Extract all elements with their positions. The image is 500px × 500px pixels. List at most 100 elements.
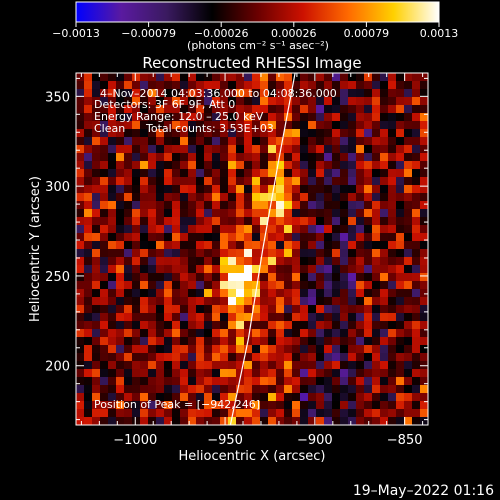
heatmap-cell: [108, 193, 117, 202]
heatmap-cell: [148, 337, 157, 346]
heatmap-cell: [132, 361, 141, 370]
heatmap-cell: [172, 105, 181, 114]
heatmap-cell: [148, 409, 157, 418]
heatmap-cell: [372, 393, 381, 402]
heatmap-cell: [196, 89, 205, 98]
heatmap-cell: [388, 81, 397, 90]
heatmap-cell: [164, 97, 173, 106]
heatmap-cell: [324, 105, 333, 114]
heatmap-cell: [420, 161, 428, 170]
heatmap-cell: [420, 129, 428, 138]
heatmap-cell: [148, 321, 157, 330]
heatmap-cell: [124, 377, 133, 386]
heatmap-cell: [324, 265, 333, 274]
heatmap-cell: [332, 329, 341, 338]
heatmap-cell: [332, 81, 341, 90]
heatmap-cell: [308, 121, 317, 130]
heatmap-cell: [332, 169, 341, 178]
heatmap-cell: [292, 409, 301, 418]
heatmap-cell: [132, 313, 141, 322]
heatmap-cell: [300, 369, 309, 378]
heatmap-cell: [340, 225, 349, 234]
heatmap-cell: [148, 137, 157, 146]
heatmap-cell: [76, 113, 85, 122]
heatmap-cell: [388, 401, 397, 410]
heatmap-cell: [404, 417, 413, 425]
heatmap-cell: [364, 297, 373, 306]
heatmap-cell: [340, 393, 349, 402]
heatmap-cell: [148, 81, 157, 90]
heatmap-cell: [252, 233, 261, 242]
heatmap-cell: [292, 177, 301, 186]
heatmap-cell: [340, 281, 349, 290]
heatmap-cell: [276, 337, 285, 346]
heatmap-cell: [228, 337, 237, 346]
heatmap-cell: [124, 265, 133, 274]
heatmap-cell: [292, 257, 301, 266]
heatmap-cell: [196, 161, 205, 170]
heatmap-cell: [412, 305, 421, 314]
heatmap-cell: [396, 265, 405, 274]
heatmap-cell: [172, 233, 181, 242]
heatmap-cell: [300, 393, 309, 402]
heatmap-cell: [260, 417, 269, 425]
heatmap-cell: [268, 329, 277, 338]
heatmap-cell: [340, 201, 349, 210]
heatmap-cell: [412, 337, 421, 346]
heatmap-cell: [164, 281, 173, 290]
heatmap-cell: [340, 361, 349, 370]
heatmap-cell: [84, 257, 93, 266]
heatmap-cell: [308, 345, 317, 354]
heatmap-cell: [220, 289, 229, 298]
heatmap-cell: [100, 249, 109, 258]
heatmap-cell: [156, 273, 165, 282]
heatmap-cell: [124, 361, 133, 370]
heatmap-cell: [308, 377, 317, 386]
heatmap-cell: [276, 305, 285, 314]
heatmap-cell: [340, 417, 349, 425]
heatmap-cell: [180, 401, 189, 410]
heatmap-cell: [164, 385, 173, 394]
heatmap-cell: [284, 225, 293, 234]
heatmap-cell: [140, 409, 149, 418]
heatmap-cell: [356, 145, 365, 154]
heatmap-cell: [132, 97, 141, 106]
heatmap-cell: [276, 393, 285, 402]
heatmap-cell: [220, 241, 229, 250]
heatmap-cell: [388, 121, 397, 130]
heatmap-cell: [140, 273, 149, 282]
heatmap-cell: [300, 81, 309, 90]
heatmap-cell: [84, 193, 93, 202]
heatmap-cell: [92, 137, 101, 146]
heatmap-cell: [348, 89, 357, 98]
heatmap-cell: [340, 105, 349, 114]
heatmap-cell: [300, 153, 309, 162]
heatmap-cell: [180, 201, 189, 210]
heatmap-cell: [244, 225, 253, 234]
heatmap-cell: [196, 313, 205, 322]
plot-frame: [75, 72, 429, 426]
heatmap-cell: [316, 265, 325, 274]
heatmap-cell: [404, 393, 413, 402]
heatmap-cell: [372, 249, 381, 258]
heatmap-cell: [420, 249, 428, 258]
heatmap-cell: [108, 137, 117, 146]
heatmap-cell: [252, 281, 261, 290]
heatmap-cell: [332, 417, 341, 425]
heatmap-cell: [388, 337, 397, 346]
heatmap-cell: [356, 385, 365, 394]
heatmap-cell: [212, 185, 221, 194]
heatmap-cell: [284, 257, 293, 266]
heatmap-cell: [340, 401, 349, 410]
heatmap-cell: [108, 113, 117, 122]
heatmap-cell: [92, 193, 101, 202]
heatmap-cell: [372, 321, 381, 330]
heatmap-cell: [260, 353, 269, 362]
heatmap-cell: [124, 209, 133, 218]
heatmap-cell: [396, 145, 405, 154]
heatmap-cell: [324, 225, 333, 234]
heatmap-cell: [92, 169, 101, 178]
heatmap-cell: [348, 137, 357, 146]
heatmap-cell: [300, 209, 309, 218]
heatmap-cell: [212, 129, 221, 138]
